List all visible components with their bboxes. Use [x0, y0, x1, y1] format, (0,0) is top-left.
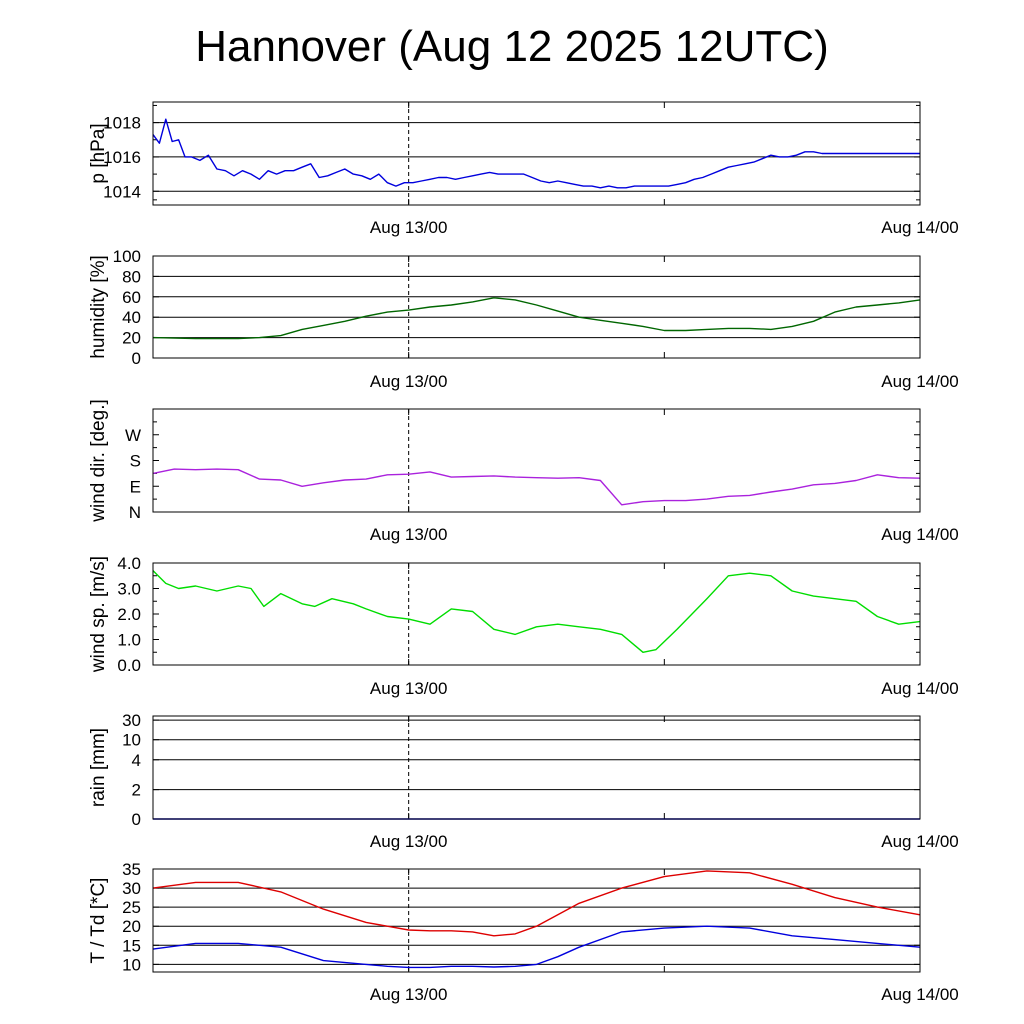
y-axis-label: wind sp. [m/s]: [88, 556, 109, 673]
y-axis-label: p [hPa]: [88, 123, 109, 183]
y-tick-label: 35: [122, 860, 141, 879]
y-tick-label: 3.0: [117, 580, 141, 599]
x-tick-label: Aug 14/00: [881, 372, 959, 391]
plot-frame: [152, 562, 921, 666]
series-line-1: [152, 570, 921, 653]
y-tick-label: E: [130, 477, 141, 496]
series-line-1: [152, 297, 921, 340]
y-tick-label: 4: [132, 751, 141, 770]
y-tick-label: W: [125, 426, 141, 445]
x-tick-label: Aug 13/00: [370, 832, 448, 851]
y-tick-label: 0.0: [117, 656, 141, 675]
plot-frame: [152, 255, 921, 359]
y-tick-label: N: [129, 503, 141, 522]
y-tick-label: 1018: [103, 114, 141, 133]
y-tick-label: 100: [113, 247, 141, 266]
y-tick-label: 10: [122, 955, 141, 974]
y-tick-label: 2.0: [117, 605, 141, 624]
x-tick-label: Aug 14/00: [881, 679, 959, 698]
x-tick-label: Aug 13/00: [370, 679, 448, 698]
x-tick-label: Aug 14/00: [881, 985, 959, 1004]
plot-frame: [152, 715, 921, 820]
x-tick-label: Aug 13/00: [370, 372, 448, 391]
y-axis-label: humidity [%]: [88, 255, 109, 358]
panel-1: 1014 1016 1018 Aug 13/00 Aug 14/00 p [hPa]: [88, 101, 959, 237]
x-tick-label: Aug 14/00: [881, 218, 959, 237]
series-line-1: [152, 118, 920, 189]
chart-title: Hannover (Aug 12 2025 12UTC): [195, 22, 829, 71]
y-axis-label: T / Td [*C]: [88, 878, 109, 964]
plot-frame: [152, 868, 921, 973]
y-tick-label: 2: [132, 781, 141, 800]
series-line-1: [152, 468, 921, 506]
y-tick-label: 60: [122, 288, 141, 307]
y-tick-label: 40: [122, 308, 141, 327]
panel-4: 0.0 1.0 2.0 3.0 4.0 Aug 13/00 Aug 14/00 wind sp…: [88, 554, 959, 698]
y-tick-label: 80: [122, 267, 141, 286]
y-axis-label: wind dir. [deg.]: [88, 399, 109, 523]
y-tick-label: 25: [122, 898, 141, 917]
y-tick-label: 1.0: [117, 631, 141, 650]
x-tick-label: Aug 13/00: [370, 218, 448, 237]
y-tick-label: 30: [122, 879, 141, 898]
series-line-1: [152, 870, 921, 937]
y-axis-label: rain [mm]: [88, 728, 109, 807]
x-tick-label: Aug 13/00: [370, 985, 448, 1004]
y-tick-label: 20: [122, 329, 141, 348]
y-tick-label: 1016: [103, 148, 141, 167]
y-tick-label: S: [130, 452, 141, 471]
x-tick-label: Aug 14/00: [881, 832, 959, 851]
y-tick-label: 4.0: [117, 554, 141, 573]
x-tick-label: Aug 13/00: [370, 525, 448, 544]
y-tick-label: 15: [122, 936, 141, 955]
y-tick-label: 30: [122, 711, 141, 730]
y-tick-label: 1014: [103, 182, 141, 201]
series-line-2: [152, 925, 921, 969]
plot-frame: [152, 408, 921, 513]
y-tick-label: 10: [122, 731, 141, 750]
y-tick-label: 0: [132, 349, 141, 368]
x-tick-label: Aug 14/00: [881, 525, 959, 544]
y-tick-label: 20: [122, 917, 141, 936]
y-tick-label: 0: [132, 810, 141, 829]
plot-frame: [152, 101, 921, 206]
